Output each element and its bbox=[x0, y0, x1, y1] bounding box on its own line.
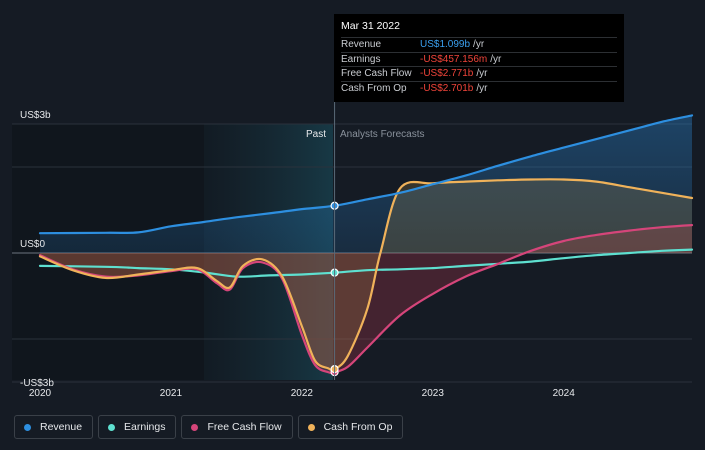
tooltip-label: Free Cash Flow bbox=[341, 68, 412, 80]
legend-dot-icon bbox=[24, 423, 31, 431]
tooltip-label: Cash From Op bbox=[341, 82, 407, 94]
tooltip-unit: /yr bbox=[490, 53, 502, 65]
legend-item-revenue[interactable]: Revenue bbox=[14, 415, 94, 439]
tooltip-row-earnings: Earnings -US$457.156m /yr bbox=[341, 51, 617, 67]
tooltip-row-cash-from-op: Cash From Op -US$2.701b /yr bbox=[341, 80, 617, 96]
tooltip-value: US$1.099b bbox=[420, 39, 471, 51]
legend-label: Free Cash Flow bbox=[207, 421, 282, 433]
series-line-revenue bbox=[38, 114, 694, 235]
data-tooltip: Mar 31 2022 Revenue US$1.099b /yr Earnin… bbox=[334, 14, 624, 102]
revenue-area bbox=[40, 115, 692, 254]
y-label-bottom: -US$3b bbox=[20, 378, 54, 389]
legend-item-free-cash-flow[interactable]: Free Cash Flow bbox=[181, 415, 293, 439]
chart-legend: Revenue Earnings Free Cash Flow Cash Fro… bbox=[14, 415, 404, 439]
tooltip-date: Mar 31 2022 bbox=[341, 20, 400, 32]
x-tick-label: 2022 bbox=[291, 388, 314, 399]
tooltip-value: -US$2.701b bbox=[420, 82, 474, 94]
tooltip-unit: /yr bbox=[476, 82, 488, 94]
legend-item-earnings[interactable]: Earnings bbox=[98, 415, 177, 439]
legend-dot-icon bbox=[108, 423, 116, 431]
tooltip-unit: /yr bbox=[473, 39, 485, 51]
legend-dot-icon bbox=[191, 423, 199, 431]
forecast-label: Analysts Forecasts bbox=[340, 129, 424, 140]
legend-label: Revenue bbox=[40, 421, 83, 433]
tooltip-label: Earnings bbox=[341, 53, 381, 65]
tooltip-row-revenue: Revenue US$1.099b /yr bbox=[341, 37, 617, 52]
free-cash-flow-area bbox=[40, 225, 692, 373]
tooltip-row-free-cash-flow: Free Cash Flow -US$2.771b /yr bbox=[341, 66, 617, 81]
past-label: Past bbox=[306, 129, 326, 140]
x-tick-label: 2021 bbox=[160, 388, 183, 399]
y-label-top: US$3b bbox=[20, 110, 51, 121]
y-label-zero: US$0 bbox=[20, 239, 45, 250]
x-tick-label: 2023 bbox=[422, 388, 445, 399]
legend-item-cash-from-op[interactable]: Cash From Op bbox=[297, 415, 404, 439]
tooltip-unit: /yr bbox=[476, 68, 488, 80]
cash-from-op-area bbox=[40, 179, 692, 371]
x-tick-label: 2024 bbox=[553, 388, 576, 399]
tooltip-value: -US$457.156m bbox=[420, 53, 488, 65]
financial-chart: US$3b US$0 -US$3b Past Analysts Forecast… bbox=[12, 102, 694, 399]
legend-label: Cash From Op bbox=[323, 421, 393, 433]
tooltip-value: -US$2.771b bbox=[420, 68, 474, 80]
x-tick-label: 2020 bbox=[29, 388, 52, 399]
legend-dot-icon bbox=[307, 423, 315, 431]
tooltip-label: Revenue bbox=[341, 39, 382, 51]
legend-label: Earnings bbox=[124, 421, 166, 433]
